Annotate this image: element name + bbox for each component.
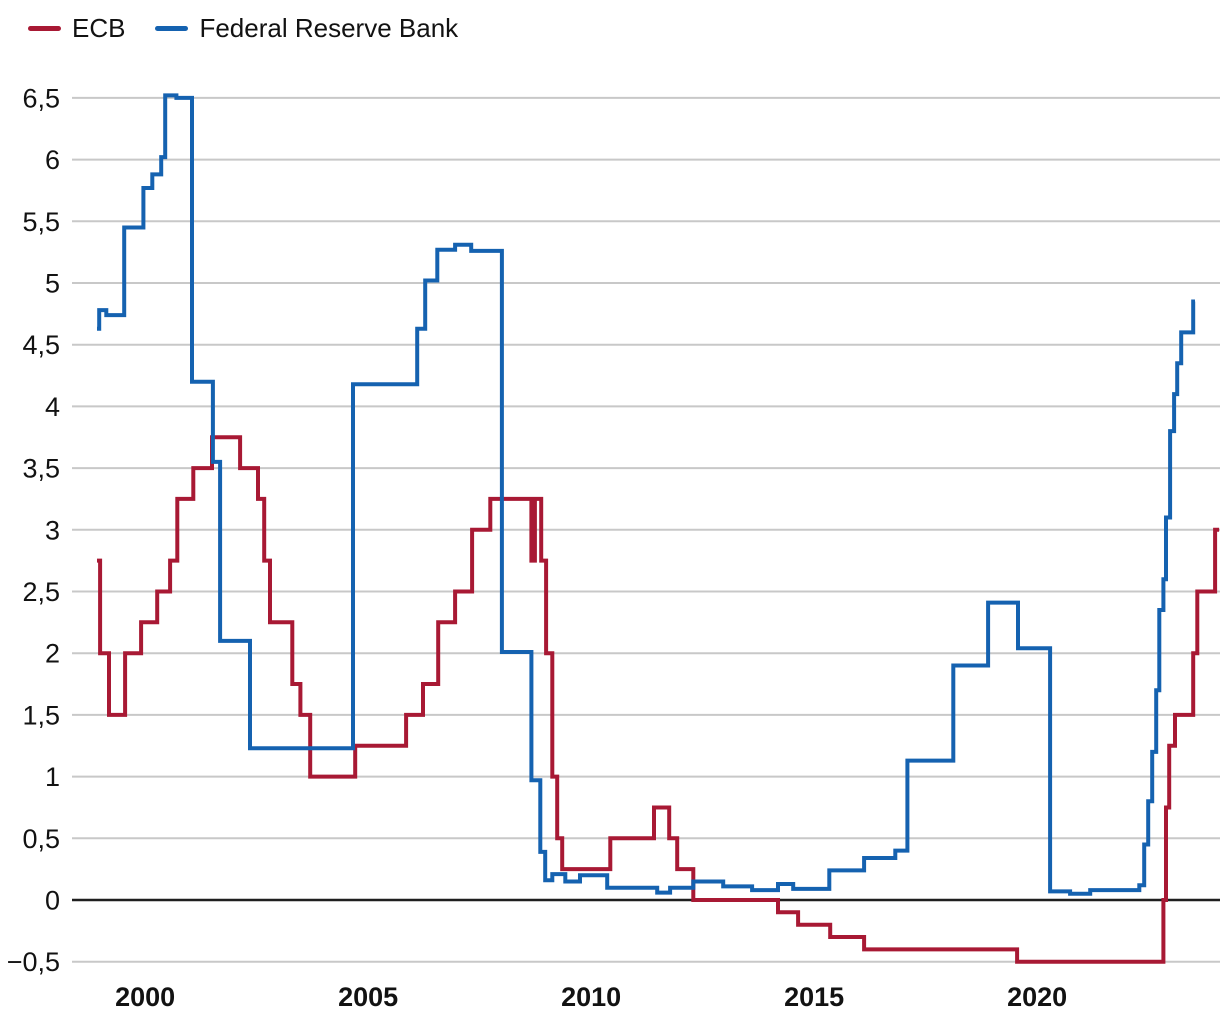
legend-line-fed-icon [155,25,189,31]
x-axis-label: 2015 [784,982,844,1012]
y-axis-label: 0,5 [22,824,60,854]
y-axis-label: 1,5 [22,700,60,730]
y-axis-label: 6,5 [22,83,60,113]
y-axis-label: 2 [45,639,60,669]
y-axis-label: 3,5 [22,454,60,484]
y-axis-label: 5,5 [22,207,60,237]
y-axis-label: 3 [45,515,60,545]
legend-label-ecb: ECB [72,13,126,43]
y-axis-label: −0,5 [7,947,60,977]
legend-item-fed: Federal Reserve Bank [155,13,458,43]
y-axis-label: 4,5 [22,330,60,360]
y-axis-label: 2,5 [22,577,60,607]
legend-label-fed: Federal Reserve Bank [199,13,459,43]
series-line-fed [97,93,1196,896]
x-axis-label: 2005 [338,982,398,1012]
x-axis-label: 2010 [561,982,621,1012]
legend-item-ecb: ECB [28,13,125,43]
series-line-ecb [97,435,1220,964]
x-axis-label: 2020 [1007,982,1067,1012]
y-axis-label: 0 [45,886,60,916]
legend-line-ecb-icon [28,25,61,31]
y-axis-label: 1 [45,762,60,792]
chart-legend: ECB Federal Reserve Bank [28,13,458,43]
y-axis-label: 4 [45,392,60,422]
y-axis-label: 6 [45,145,60,175]
x-axis-label: 2000 [115,982,175,1012]
y-axis-label: 5 [45,269,60,299]
